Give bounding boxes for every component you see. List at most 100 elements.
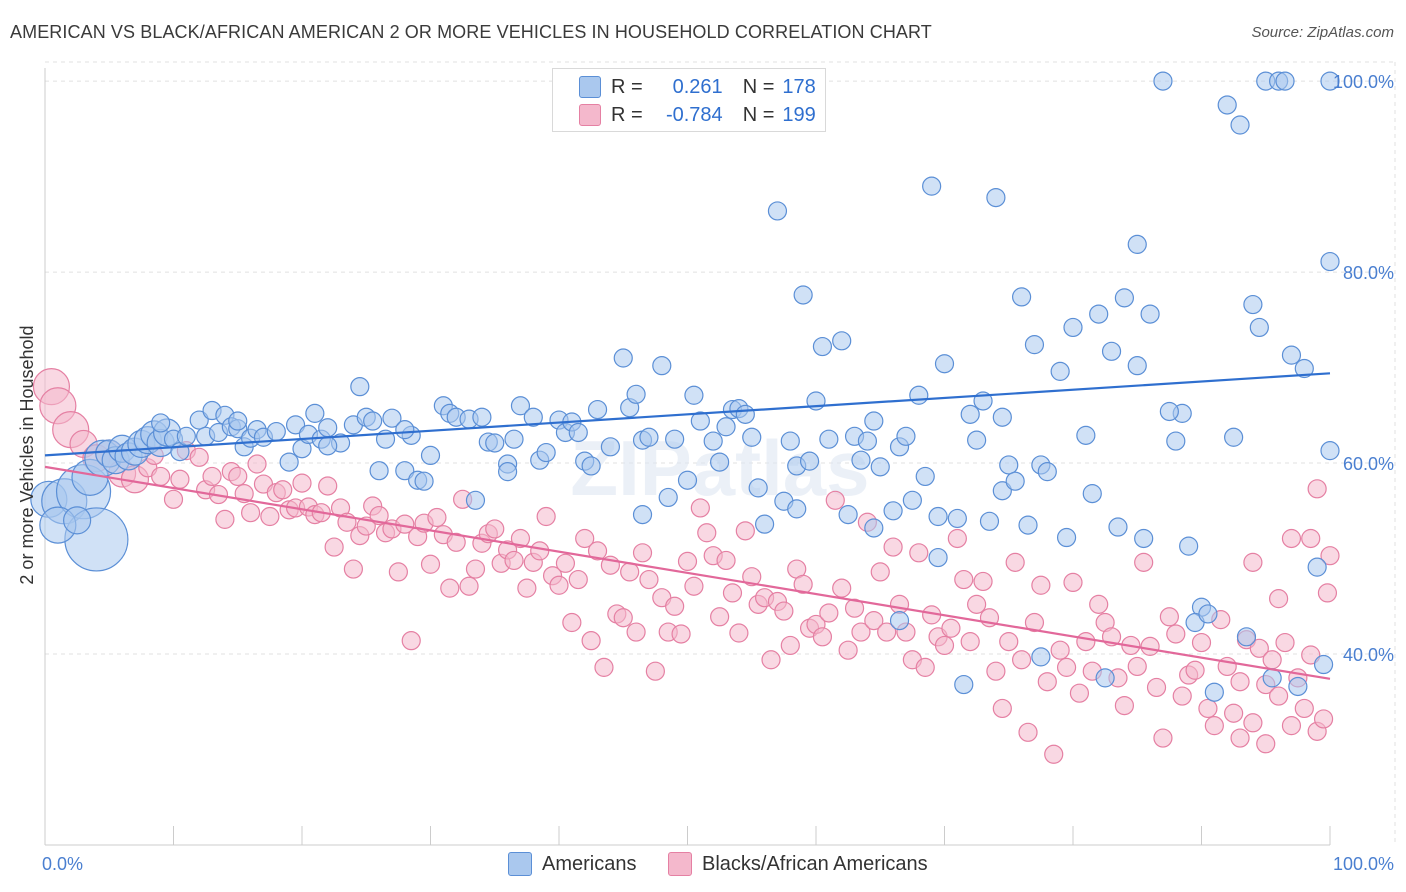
legend-swatch-americans <box>579 76 601 98</box>
blacks-point <box>645 661 665 681</box>
x-tick-label-min: 0.0% <box>42 854 83 874</box>
americans-point <box>1224 427 1244 447</box>
y-axis-label: 2 or more Vehicles in Household <box>17 325 37 584</box>
blacks-point <box>260 506 280 527</box>
n-value-americans: 178 <box>782 75 816 98</box>
blacks-point <box>954 569 974 590</box>
blacks-point <box>864 611 884 631</box>
series-blacks-points <box>32 368 1340 764</box>
americans-point <box>1050 361 1070 381</box>
blacks-point <box>587 541 608 561</box>
americans-point <box>902 490 922 510</box>
blacks-point <box>292 473 312 493</box>
blacks-point <box>774 601 794 621</box>
blacks-point <box>343 559 363 579</box>
americans-point <box>1320 251 1340 272</box>
legend-item-blacks[interactable]: Blacks/African Americans <box>668 852 928 876</box>
americans-point <box>1236 627 1257 647</box>
blacks-point <box>639 569 659 590</box>
blacks-point <box>838 640 858 660</box>
americans-point <box>1288 676 1308 697</box>
blacks-point <box>1056 657 1077 677</box>
americans-point <box>1153 71 1173 91</box>
blacks-point <box>941 618 961 638</box>
americans-point <box>992 407 1012 427</box>
blacks-point <box>517 578 537 598</box>
legend-item-americans[interactable]: Americans <box>508 852 636 876</box>
americans-point <box>799 451 820 471</box>
r-value-americans: 0.261 <box>672 75 723 98</box>
americans-point <box>285 415 306 435</box>
blacks-point <box>1018 722 1038 742</box>
americans-point <box>632 505 653 525</box>
blacks-point <box>825 490 845 510</box>
blacks-point <box>562 612 582 633</box>
blacks-point <box>1230 728 1250 748</box>
americans-point <box>472 407 492 427</box>
americans-point <box>857 431 878 451</box>
americans-point <box>1108 517 1128 537</box>
blacks-point <box>388 562 408 582</box>
blacks-point <box>555 553 576 573</box>
blacks-point <box>163 489 184 509</box>
americans-point <box>1320 71 1340 91</box>
americans-point <box>363 411 383 431</box>
americans-point <box>1101 341 1122 361</box>
americans-point <box>1024 335 1045 355</box>
blacks-point <box>1037 672 1057 692</box>
blacks-point <box>967 594 987 614</box>
americans-point <box>1056 527 1077 548</box>
blacks-point <box>1243 713 1263 733</box>
blacks-point <box>1268 686 1289 706</box>
americans-point <box>485 433 505 453</box>
americans-point <box>626 384 646 404</box>
americans-point <box>1018 515 1038 535</box>
blacks-point <box>1050 640 1070 660</box>
source-credit: Source: ZipAtlas.com <box>1251 24 1394 41</box>
blacks-point <box>742 567 762 587</box>
americans-point <box>369 461 389 481</box>
blacks-point <box>1166 624 1186 644</box>
blacks-point <box>504 550 524 571</box>
stats-legend: R = 0.261 N = 178 R = -0.784 N = 199 <box>552 68 826 132</box>
y-tick-label-60: 60.0% <box>1343 454 1394 474</box>
blacks-point <box>1301 645 1321 665</box>
n-value-blacks: 199 <box>782 103 816 126</box>
blacks-point <box>780 635 800 656</box>
trend-line-blacks <box>44 465 1331 680</box>
americans-point <box>1275 71 1295 91</box>
blacks-point <box>960 632 980 652</box>
y-tick-label-40: 40.0% <box>1343 645 1394 665</box>
blacks-point <box>626 622 646 642</box>
blacks-point <box>832 578 852 598</box>
blacks-point <box>465 559 486 579</box>
americans-point <box>767 201 788 221</box>
americans-point <box>279 452 299 472</box>
blacks-point <box>202 466 222 487</box>
americans-point <box>510 396 531 416</box>
americans-point <box>832 331 852 351</box>
americans-point <box>151 413 171 433</box>
trend-line-americans <box>44 372 1331 457</box>
blacks-point <box>485 519 505 539</box>
americans-point <box>864 411 884 431</box>
americans-point <box>947 508 967 529</box>
americans-point <box>63 506 92 535</box>
americans-point <box>716 417 736 437</box>
americans-point <box>420 445 441 466</box>
americans-point <box>677 470 698 490</box>
americans-point <box>1159 401 1179 422</box>
americans-point <box>658 487 678 508</box>
blacks-point <box>1134 552 1154 572</box>
blacks-point <box>883 537 903 557</box>
americans-point <box>189 410 209 430</box>
americans-point <box>748 478 768 498</box>
americans-point <box>504 429 524 449</box>
blacks-point <box>446 532 466 552</box>
americans-point <box>864 518 884 538</box>
americans-point <box>819 429 839 449</box>
americans-point <box>1134 528 1154 549</box>
americans-point <box>684 385 704 405</box>
blacks-point <box>1146 677 1167 698</box>
blacks-point <box>1114 695 1135 716</box>
